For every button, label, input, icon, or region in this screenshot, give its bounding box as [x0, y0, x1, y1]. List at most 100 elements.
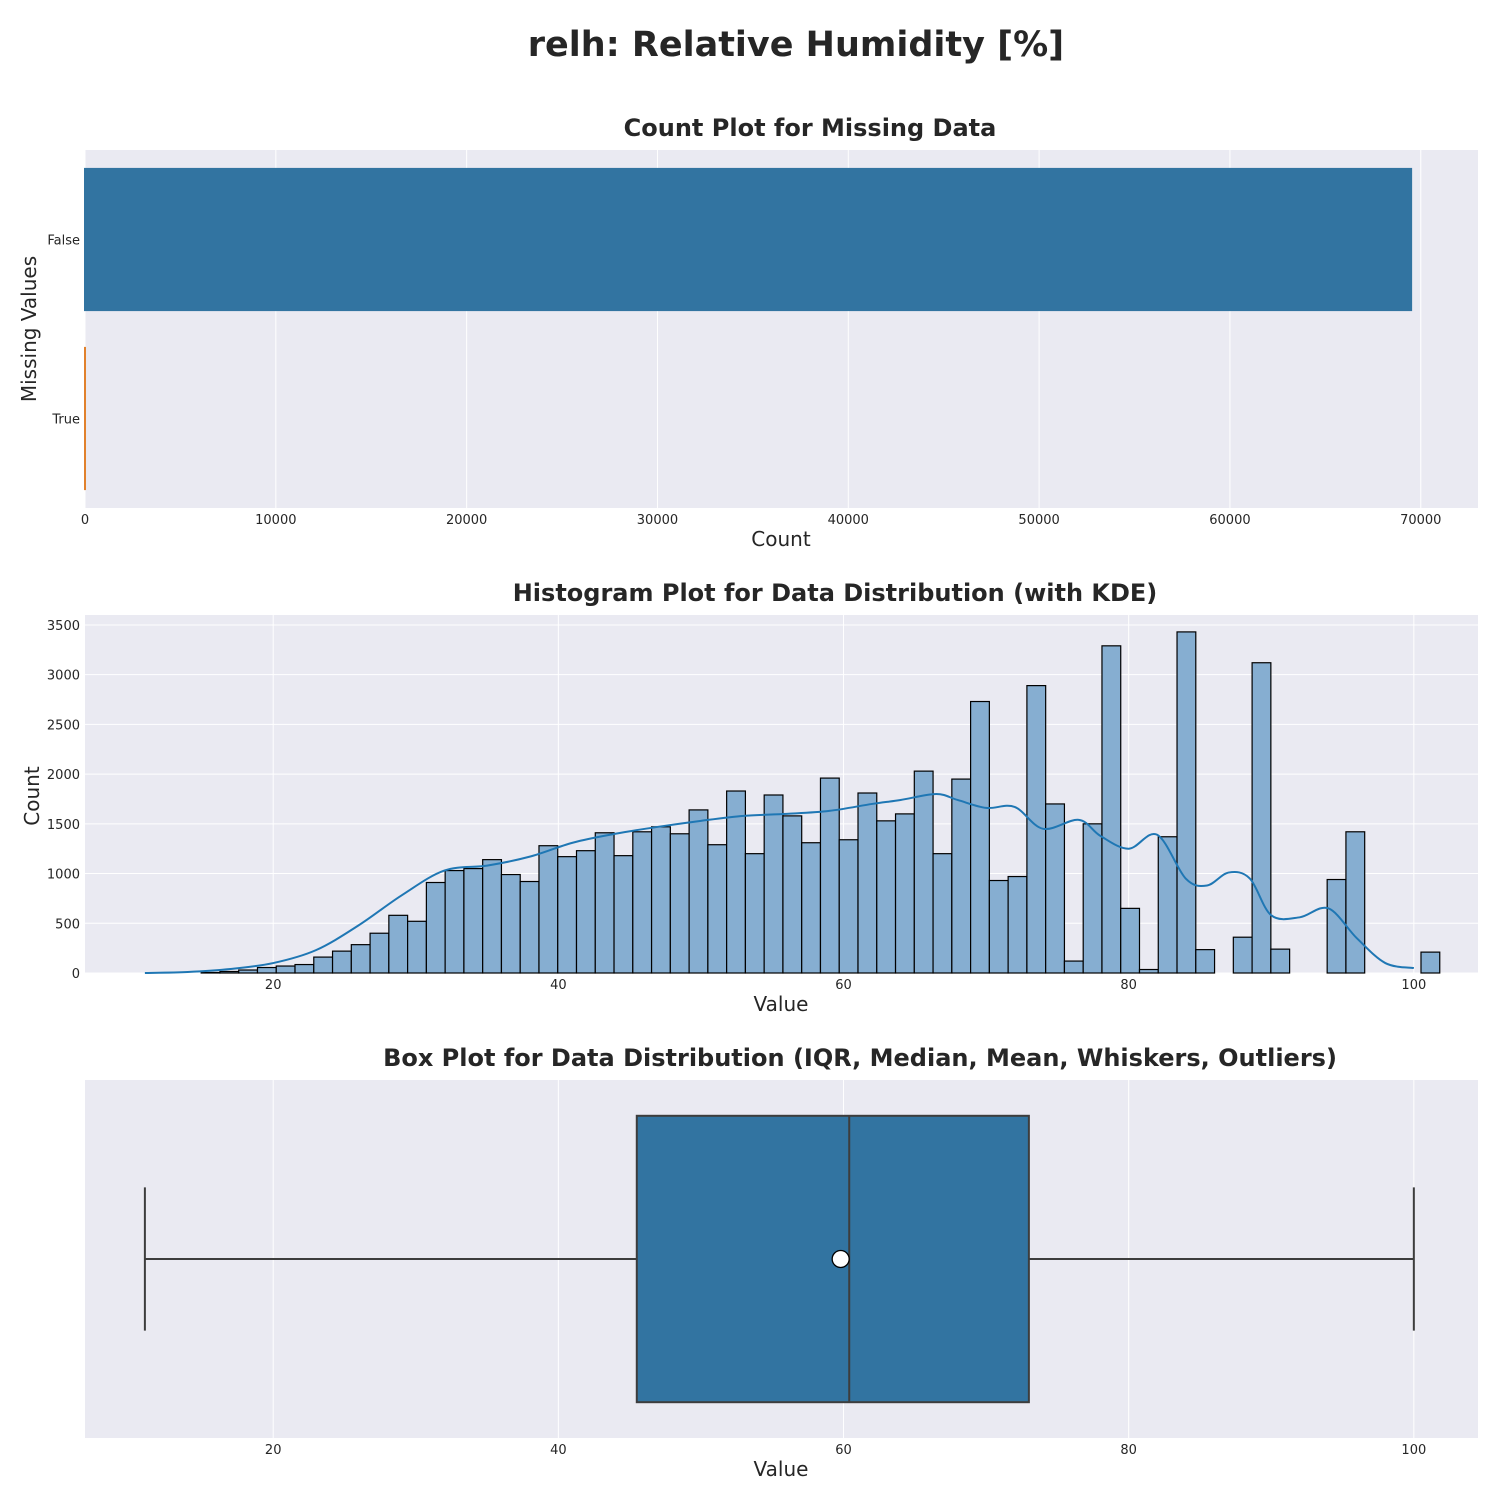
histogram-bar — [1233, 937, 1252, 973]
histogram-bar — [614, 856, 633, 973]
histogram-bar — [501, 875, 520, 973]
histogram-bar — [1327, 880, 1346, 973]
box-plot-tick-labels: 20 40 60 80 100 — [265, 1443, 1426, 1458]
y-tick-label: 1000 — [47, 868, 80, 883]
x-tick-label: 100 — [1401, 978, 1426, 993]
x-tick-label: 10000 — [255, 513, 296, 528]
histogram-bar — [1121, 908, 1140, 973]
histogram-bar — [952, 779, 971, 973]
histogram-bar — [389, 915, 408, 973]
x-tick-label: 70000 — [1400, 513, 1441, 528]
y-tick-label: 2500 — [47, 718, 80, 733]
histogram-bar — [239, 970, 258, 973]
x-tick-label: 40 — [550, 1443, 567, 1458]
histogram-bar — [896, 814, 915, 973]
histogram-bar — [295, 965, 314, 973]
x-tick-label: 80 — [1120, 1443, 1137, 1458]
x-tick-label: 80 — [1120, 978, 1137, 993]
y-tick-label: 2000 — [47, 768, 80, 783]
histogram-bar — [820, 778, 839, 973]
histogram-bar — [577, 851, 596, 973]
histogram-bar — [276, 966, 295, 973]
histogram-bar — [520, 882, 539, 973]
y-tick-label: True — [51, 413, 80, 428]
histogram-bar — [652, 827, 671, 973]
histogram-bar — [483, 860, 502, 973]
histogram-bar — [802, 843, 821, 973]
histogram-bar — [1064, 961, 1083, 973]
count-plot-panel: 0 10000 20000 30000 40000 50000 60000 70000 Fals… — [17, 114, 1478, 551]
histogram-bar — [1083, 824, 1102, 973]
histogram-bar — [1421, 952, 1440, 973]
histogram-bar — [1102, 646, 1121, 973]
histogram-bar — [595, 833, 614, 973]
histogram-bar — [1139, 970, 1158, 973]
y-tick-label: False — [47, 234, 80, 249]
y-tick-label: 3500 — [47, 619, 80, 634]
histogram-bar — [464, 869, 483, 973]
histogram-bar — [1271, 949, 1290, 973]
x-tick-label: 20000 — [446, 513, 487, 528]
histogram-bar — [745, 854, 764, 973]
histogram-bar — [558, 857, 577, 973]
histogram-bar — [333, 951, 352, 973]
mean-marker — [832, 1251, 849, 1268]
box-plot-panel: 20 40 60 80 100 Box Plot for Data Distributi… — [85, 1044, 1478, 1481]
histogram-bar — [764, 795, 783, 973]
histogram-bar — [1008, 877, 1027, 973]
box-plot-xlabel: Value — [754, 1457, 809, 1481]
x-tick-label: 60000 — [1209, 513, 1250, 528]
x-tick-label: 40000 — [828, 513, 869, 528]
histogram-bar — [426, 883, 445, 973]
x-tick-label: 40 — [550, 978, 567, 993]
y-tick-label: 500 — [55, 917, 80, 932]
x-tick-label: 100 — [1401, 1443, 1426, 1458]
x-tick-label: 60 — [835, 978, 852, 993]
x-tick-label: 60 — [835, 1443, 852, 1458]
histogram-bar — [220, 972, 239, 973]
histogram-bar — [445, 871, 464, 973]
histogram-bar — [877, 821, 896, 973]
y-tick-label: 1500 — [47, 818, 80, 833]
count-plot-xlabel: Count — [751, 527, 811, 551]
y-tick-label: 3000 — [47, 669, 80, 684]
x-tick-label: 20 — [265, 978, 282, 993]
histogram-bar — [408, 921, 427, 973]
x-tick-label: 30000 — [637, 513, 678, 528]
histogram-ylabel: Count — [20, 766, 44, 826]
count-plot-ylabel: Missing Values — [17, 256, 41, 402]
histogram-bar — [858, 793, 877, 973]
histogram-title: Histogram Plot for Data Distribution (wi… — [513, 579, 1158, 607]
histogram-bar — [633, 832, 652, 973]
histogram-bar — [839, 840, 858, 973]
bar-false — [84, 168, 1412, 311]
histogram-bar — [370, 933, 389, 973]
histogram-bar — [1158, 837, 1177, 973]
y-tick-label: 0 — [72, 967, 80, 982]
histogram-bar — [1346, 832, 1365, 973]
histogram-xlabel: Value — [754, 992, 809, 1016]
histogram-bar — [933, 854, 952, 973]
box-plot-title: Box Plot for Data Distribution (IQR, Med… — [383, 1044, 1337, 1072]
x-tick-label: 20 — [265, 1443, 282, 1458]
histogram-bar — [783, 816, 802, 973]
histogram-bar — [689, 810, 708, 973]
histogram-bar — [670, 834, 689, 973]
histogram-bar — [1252, 663, 1271, 973]
histogram-bar — [257, 968, 276, 973]
x-tick-label: 0 — [81, 513, 89, 528]
histogram-bar — [1177, 632, 1196, 973]
count-plot-title: Count Plot for Missing Data — [624, 114, 997, 142]
histogram-bar — [314, 957, 333, 973]
histogram-bar — [989, 881, 1008, 973]
histogram-bar — [539, 846, 558, 973]
histogram-bar — [971, 702, 990, 973]
bar-true — [84, 347, 86, 490]
histogram-bar — [708, 845, 727, 973]
histogram-bar — [914, 771, 933, 973]
histogram-bar — [351, 945, 370, 973]
figure-title: relh: Relative Humidity [%] — [528, 25, 1064, 65]
x-tick-label: 50000 — [1018, 513, 1059, 528]
